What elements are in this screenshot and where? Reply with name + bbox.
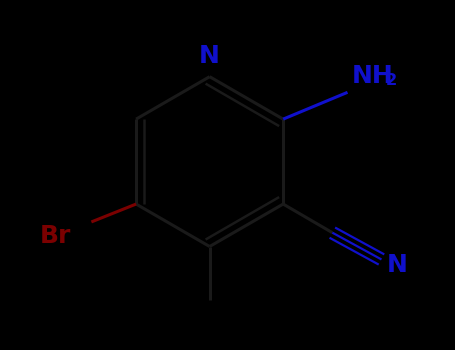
Text: 2: 2 bbox=[386, 73, 397, 88]
Text: N: N bbox=[199, 44, 220, 68]
Text: N: N bbox=[387, 253, 408, 277]
Text: NH: NH bbox=[352, 64, 394, 88]
Text: Br: Br bbox=[40, 224, 71, 248]
